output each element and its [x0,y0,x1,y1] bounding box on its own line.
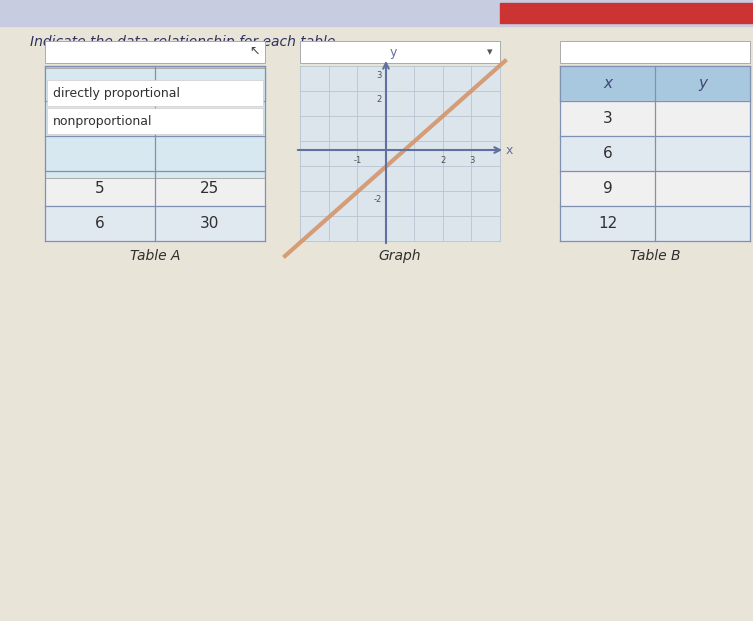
Bar [300,41,500,63]
Bar [45,101,265,136]
Text: x: x [506,143,514,156]
Text: 3: 3 [602,111,612,126]
Bar [47,80,263,106]
Bar [560,206,750,241]
Bar [45,136,265,171]
Text: 3: 3 [469,156,474,165]
Text: 5: 5 [95,181,105,196]
Bar [300,66,500,241]
Text: 3: 3 [95,111,105,126]
Text: 25: 25 [200,181,220,196]
Bar [560,171,750,206]
Bar [45,66,265,101]
Text: Table B: Table B [630,249,680,263]
Text: Indicate the data relationship for each table.: Indicate the data relationship for each … [30,35,340,49]
Text: 20: 20 [200,146,220,161]
Text: 18: 18 [200,111,220,126]
Bar [560,136,750,171]
Text: 2: 2 [376,96,382,104]
Text: nonproportional: nonproportional [53,114,153,127]
Text: 12: 12 [598,216,617,231]
Bar [0,0,753,26]
Bar [45,68,265,178]
Text: 3: 3 [376,71,382,79]
Text: 2: 2 [441,156,446,165]
Bar [45,41,265,63]
Text: Graph: Graph [379,249,421,263]
Bar [47,108,263,134]
Text: 4: 4 [95,146,105,161]
Text: 30: 30 [200,216,220,231]
Text: -1: -1 [353,156,361,165]
Bar [560,41,750,63]
Text: x: x [603,76,612,91]
Text: ▾: ▾ [487,47,492,57]
Text: 9: 9 [602,181,612,196]
Text: directly proportional: directly proportional [53,86,180,99]
Text: y: y [390,46,398,59]
Bar [560,66,750,101]
Bar [560,101,750,136]
Text: x: x [96,76,105,91]
Text: 6: 6 [95,216,105,231]
Text: Table A: Table A [130,249,180,263]
Text: y: y [698,76,707,91]
Text: ↖: ↖ [250,44,261,57]
Text: y: y [206,76,215,91]
Text: 6: 6 [602,146,612,161]
Bar [500,3,753,23]
Text: -2: -2 [373,196,382,204]
Bar [45,171,265,206]
Bar [45,206,265,241]
